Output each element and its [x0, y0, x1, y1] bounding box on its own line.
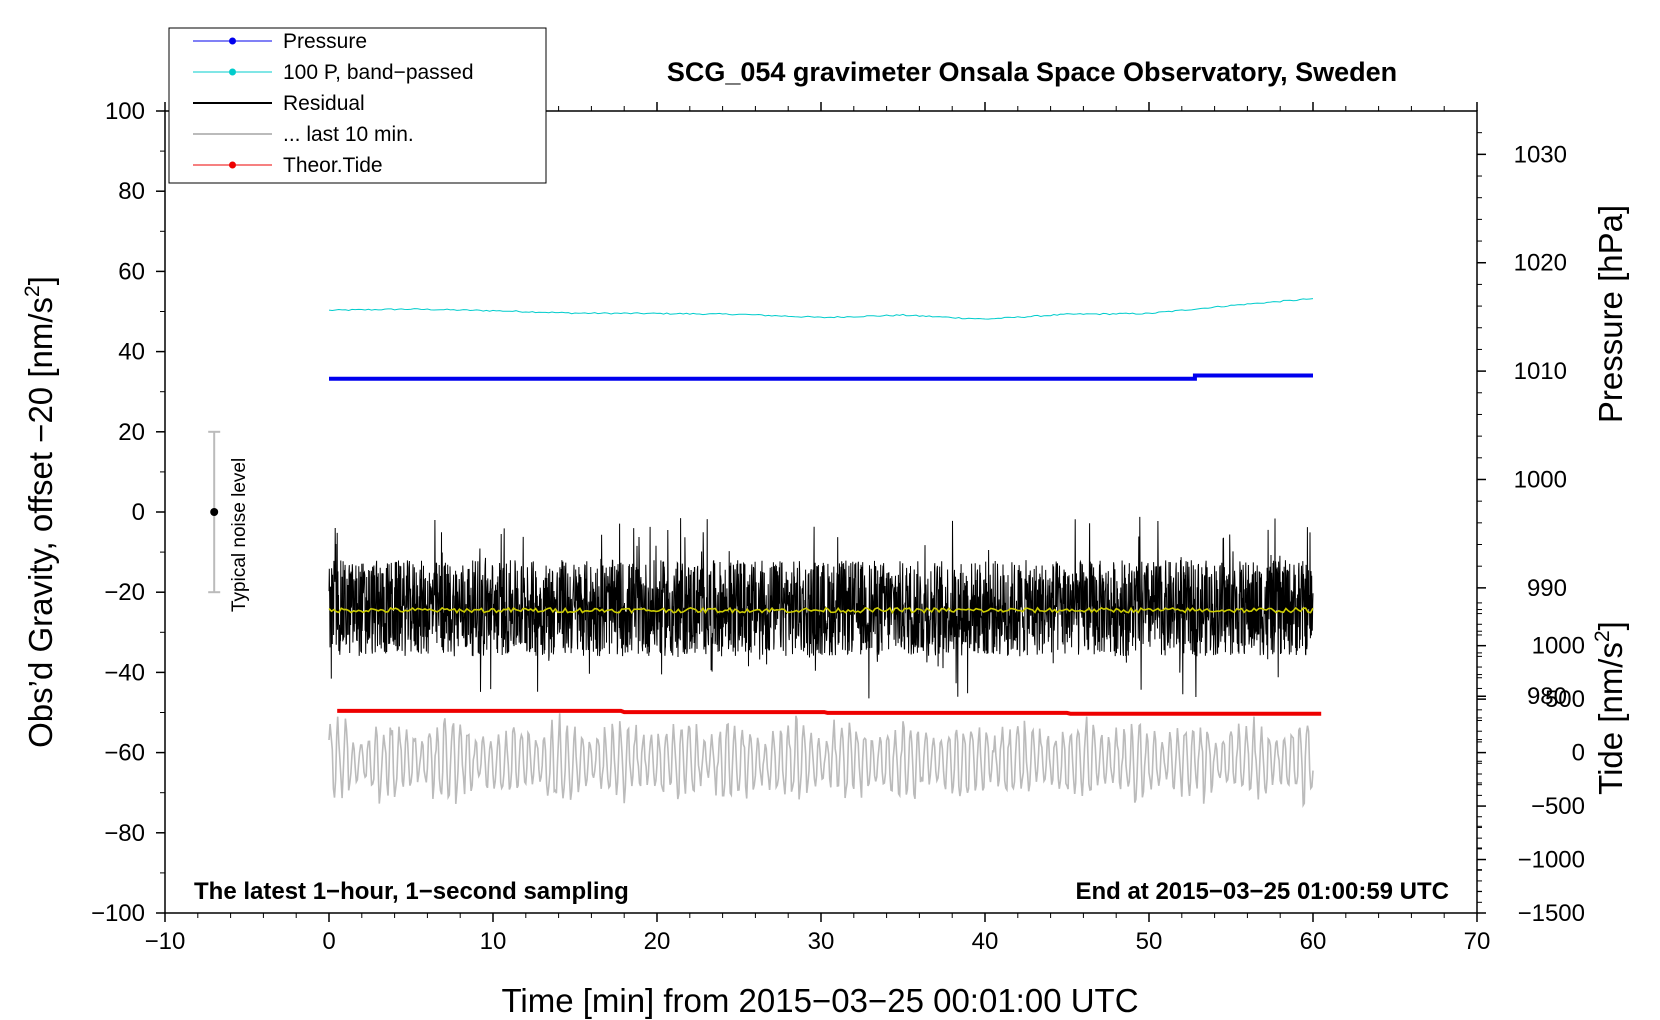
series-bandpassed-line [328, 298, 1314, 320]
y-left-tick-label: −20 [104, 579, 145, 606]
x-tick-label: 40 [972, 928, 999, 955]
series-tide-line [337, 708, 1322, 716]
series-residual-smoothed-line [328, 606, 1314, 615]
y-left-tick-label: −60 [104, 740, 145, 767]
y-pressure-tick-label: 1020 [1514, 250, 1567, 277]
series-pressure-line [329, 373, 1313, 381]
y-left-tick-label: 0 [132, 499, 145, 526]
y-left-tick-label: 80 [118, 178, 145, 205]
legend: Pressure 100 P, band−passed Residual ... la… [168, 27, 547, 184]
legend-marker-0 [229, 37, 236, 45]
y-pressure-tick-label: 1030 [1514, 141, 1567, 168]
x-tick-label: 60 [1300, 928, 1327, 955]
y-right-tide-title: Tide [nm/s2] [1591, 621, 1629, 795]
x-tick-label: 50 [1136, 928, 1163, 955]
legend-label-3: ... last 10 min. [283, 123, 414, 146]
y-pressure-tick-label: 1000 [1514, 466, 1567, 493]
annotation-right: End at 2015−03−25 01:00:59 UTC [1075, 878, 1449, 905]
legend-label-0: Pressure [283, 30, 367, 53]
tide-title-main: Tide [nm/s [1592, 642, 1629, 795]
series-last10min-line [328, 713, 1314, 809]
y-right-pressure-title: Pressure [hPa] [1592, 205, 1629, 423]
noise-level-bar [208, 430, 221, 594]
legend-label-1: 100 P, band−passed [283, 61, 474, 84]
y-left-tick-label: −100 [91, 900, 145, 927]
y-left-title-sup: 2 [21, 285, 44, 297]
y-left-axis-title: Obs’d Gravity, offset −20 [nm/s2] [21, 276, 59, 748]
noise-level-label: Typical noise level [229, 458, 250, 612]
y-left-tick-label: 20 [118, 419, 145, 446]
y-left-tick-label: 100 [105, 98, 145, 125]
y-pressure-tick-label: 990 [1527, 575, 1567, 602]
legend-box [168, 27, 547, 184]
y-left-axis-ticks: 100 80 60 40 20 0 −20 −40 −60 −80 −100 [91, 98, 165, 927]
y-tide-tick-label: −500 [1531, 793, 1585, 820]
y-pressure-tick-label: 980 [1527, 683, 1567, 710]
y-tide-tick-label: −1500 [1518, 900, 1585, 927]
plot-frame [164, 110, 1478, 914]
y-tide-tick-label: 0 [1572, 740, 1585, 767]
y-left-tick-label: 60 [118, 258, 145, 285]
legend-marker-4 [229, 161, 236, 169]
y-left-tick-label: −40 [104, 659, 145, 686]
chart-title: SCG_054 gravimeter Onsala Space Observat… [667, 57, 1397, 87]
y-tide-tick-label: 500 [1545, 686, 1585, 713]
y-left-title-main: Obs’d Gravity, offset −20 [nm/s [22, 297, 59, 748]
x-tick-label: 30 [808, 928, 835, 955]
y-tide-tick-label: −1000 [1518, 847, 1585, 874]
legend-marker-1 [229, 68, 236, 76]
series-layer [328, 298, 1322, 809]
x-tick-label: 20 [644, 928, 671, 955]
x-tick-label: 70 [1464, 928, 1491, 955]
tide-title-end: ] [1592, 621, 1629, 630]
x-tick-label: 10 [480, 928, 507, 955]
y-tide-tick-label: 1000 [1532, 633, 1585, 660]
legend-label-2: Residual [283, 92, 365, 115]
legend-label-4: Theor.Tide [283, 154, 383, 177]
tide-title-sup: 2 [1591, 630, 1614, 642]
y-left-title-end: ] [22, 276, 59, 285]
x-tick-label: −10 [145, 928, 186, 955]
y-pressure-tick-label: 1010 [1514, 358, 1567, 385]
annotation-left: The latest 1−hour, 1−second sampling [194, 878, 629, 905]
noise-bar-center-dot [210, 508, 219, 516]
y-left-tick-label: 40 [118, 339, 145, 366]
x-tick-label: 0 [322, 928, 335, 955]
x-axis-title: Time [min] from 2015−03−25 00:01:00 UTC [501, 982, 1138, 1019]
x-axis-ticks: −10 0 10 20 30 40 50 60 70 [145, 102, 1491, 955]
y-right-axis-ticks: 1030 1020 1010 1000 990 980 1000 500 0 −500 −1000 −… [1477, 132, 1585, 927]
y-left-tick-label: −80 [104, 820, 145, 847]
